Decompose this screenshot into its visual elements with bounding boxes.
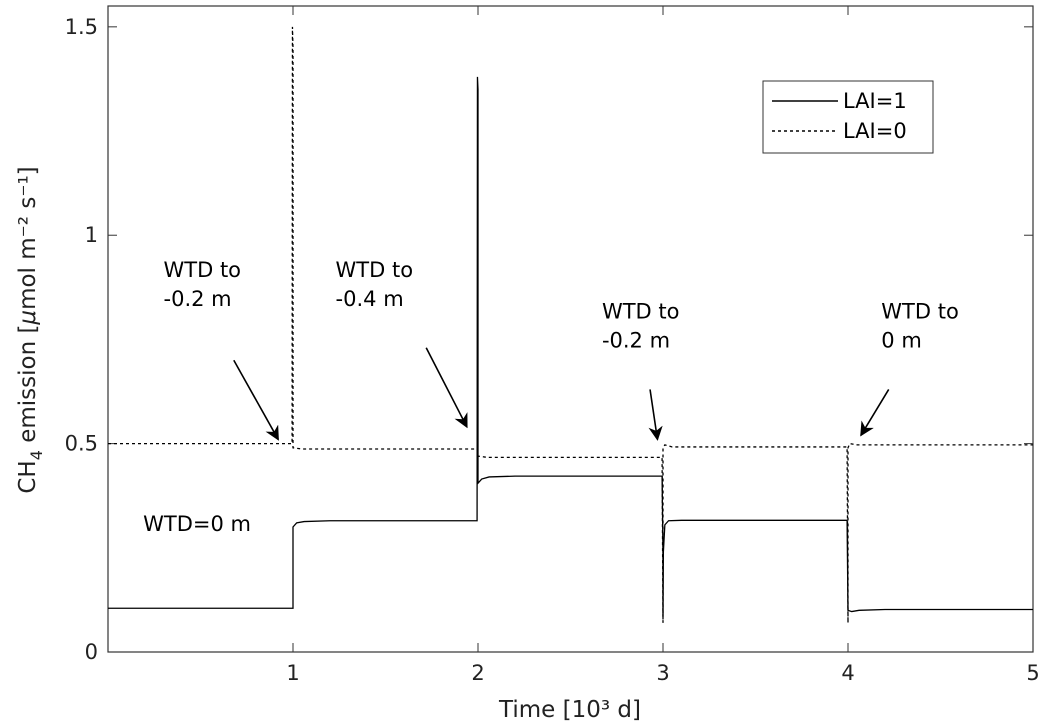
annotation-label: WTD to -0.4 m <box>336 258 414 311</box>
annotation-arrow <box>860 389 890 437</box>
x-tick-label: 1 <box>286 661 299 685</box>
x-axis-title: Time [10³ d] <box>498 697 641 723</box>
series-layer <box>108 26 1033 623</box>
x-tick-label: 3 <box>656 661 669 685</box>
x-tick-label: 4 <box>841 661 854 685</box>
annotation-label: WTD to 0 m <box>881 300 959 353</box>
y-tick-label: 1 <box>85 223 98 247</box>
legend-label-lai-0: LAI=0 <box>843 119 907 143</box>
y-axis-title-rest: emission [ <box>15 325 41 451</box>
annotation-layer: WTD to -0.2 m WTD to -0.4 m WTD to -0.2 m WTD … <box>143 258 959 536</box>
legend-label-lai-1: LAI=1 <box>843 89 907 113</box>
annotation-label: WTD=0 m <box>143 512 251 536</box>
y-axis-title-tail: mol m⁻² s⁻¹] <box>15 166 41 310</box>
x-axis: 1 2 3 4 5 <box>286 6 1040 685</box>
series-line-lai-0 <box>108 26 1033 623</box>
annotation-arrow <box>648 389 663 441</box>
annotation-label: WTD to -0.2 m <box>164 258 242 311</box>
x-tick-label: 5 <box>1026 661 1039 685</box>
annotation-arrow <box>233 359 279 441</box>
legend: LAI=1 LAI=0 <box>762 80 934 154</box>
y-axis-title-subscript: 4 <box>27 450 46 460</box>
y-axis-title-mu: μ <box>15 310 41 326</box>
y-axis-title: CH4 emission [μmol m⁻² s⁻¹] <box>15 166 46 493</box>
x-tick-label: 2 <box>471 661 484 685</box>
y-tick-label: 0.5 <box>65 432 98 456</box>
annotation-arrow <box>425 347 468 429</box>
legend-box <box>762 80 934 154</box>
y-tick-label: 1.5 <box>65 15 98 39</box>
y-tick-label: 0 <box>85 640 98 664</box>
y-axis-title-main: CH <box>15 460 41 493</box>
series-line-lai-1 <box>108 76 1033 617</box>
y-axis: 0 0.5 1 1.5 <box>65 15 1033 664</box>
annotation-label: WTD to -0.2 m <box>602 300 680 353</box>
